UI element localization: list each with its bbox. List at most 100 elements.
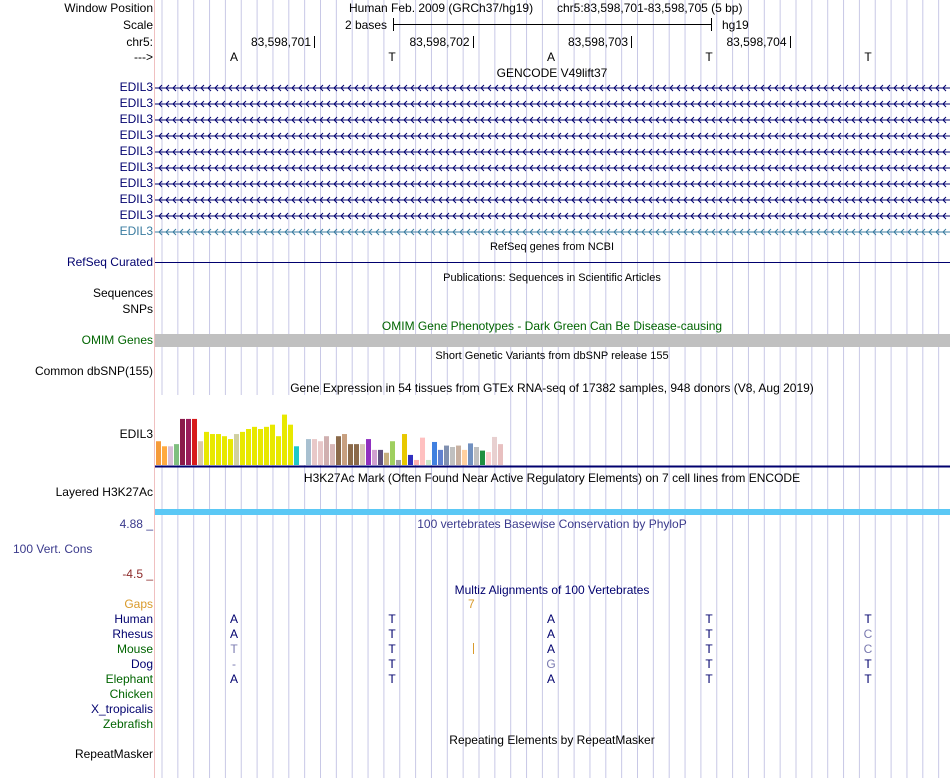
strand-arrows: [158, 164, 947, 172]
gene-track-edil3: [155, 180, 950, 188]
coordinate-tick: [631, 36, 632, 48]
coordinate-tick: [314, 36, 315, 48]
label-layered-h3k27ac[interactable]: Layered H3K27Ac: [55, 485, 153, 499]
species-label-human[interactable]: Human: [114, 612, 153, 626]
gtex-tissue-bar: [282, 414, 287, 465]
label-omim-genes[interactable]: OMIM Genes: [81, 333, 153, 347]
gtex-tissue-bar: [342, 434, 347, 465]
label-window-position: Window Position: [64, 1, 153, 15]
species-label-elephant[interactable]: Elephant: [105, 672, 153, 686]
gtex-tissue-bar: [384, 452, 389, 465]
gtex-tissue-bar: [156, 441, 161, 465]
gene-label-edil3[interactable]: EDIL3: [119, 224, 153, 238]
gtex-tissue-bar: [294, 446, 299, 465]
assembly-title: Human Feb. 2009 (GRCh37/hg19): [349, 1, 534, 15]
gtex-tissue-bar: [276, 436, 281, 465]
gene-track-edil3: [155, 228, 950, 236]
label-strand: --->: [134, 50, 153, 64]
gtex-tissue-bar: [444, 445, 449, 465]
aligned-base: T: [388, 642, 396, 656]
gtex-tissue-bar: [240, 431, 245, 465]
aligned-base: T: [705, 672, 713, 686]
track-title-multiz: Multiz Alignments of 100 Vertebrates: [454, 583, 650, 597]
label-refseq-curated[interactable]: RefSeq Curated: [66, 255, 153, 269]
species-label-mouse[interactable]: Mouse: [116, 642, 153, 656]
strand-arrows: [158, 148, 947, 156]
gtex-tissue-bar: [180, 418, 185, 465]
aligned-base: T: [388, 627, 396, 641]
label-scale: Scale: [122, 18, 153, 32]
aligned-base: T: [388, 657, 396, 671]
reference-base: T: [388, 50, 396, 64]
h3k27ac-signal-bar[interactable]: [155, 509, 950, 515]
gene-track-edil3: [155, 116, 950, 124]
label-common-dbsnp[interactable]: Common dbSNP(155): [34, 364, 153, 378]
gtex-tissue-bar: [252, 426, 257, 465]
gtex-tissue-bar: [414, 459, 419, 465]
gene-label-edil3[interactable]: EDIL3: [119, 112, 153, 126]
gtex-tissue-bar: [360, 444, 365, 465]
gene-label-edil3[interactable]: EDIL3: [119, 96, 153, 110]
strand-arrows: [158, 180, 947, 188]
aligned-base: A: [546, 627, 555, 641]
species-label-rhesus[interactable]: Rhesus: [112, 627, 153, 641]
refseq-gene-line[interactable]: [155, 262, 950, 263]
species-label-dog[interactable]: Dog: [130, 657, 153, 671]
strand-arrows: [158, 116, 947, 124]
gtex-tissue-bar: [336, 436, 341, 465]
gtex-tissue-bar: [210, 434, 215, 465]
gtex-tissue-bar: [474, 447, 479, 465]
coordinate-label: 83,598,701: [250, 35, 311, 49]
coordinate-tick: [789, 36, 791, 48]
label-repeatmasker[interactable]: RepeatMasker: [74, 747, 153, 761]
aligned-base: T: [864, 657, 872, 671]
base-grid-lines: [161, 0, 940, 778]
gtex-tissue-bar: [168, 446, 173, 465]
aligned-base: T: [388, 612, 396, 626]
track-title-refseq: RefSeq genes from NCBI: [489, 241, 615, 253]
gene-label-edil3[interactable]: EDIL3: [119, 160, 153, 174]
label-chr: chr5:: [126, 35, 153, 49]
gene-label-edil3[interactable]: EDIL3: [119, 128, 153, 142]
track-title-repeatmasker: Repeating Elements by RepeatMasker: [449, 733, 655, 747]
label-100-vert-cons[interactable]: 100 Vert. Cons: [13, 542, 93, 556]
gtex-tissue-bar: [258, 429, 263, 465]
gtex-tissue-bar: [396, 459, 401, 465]
gene-label-edil3[interactable]: EDIL3: [119, 176, 153, 190]
gtex-tissue-bar: [234, 434, 239, 465]
label-gaps: Gaps: [124, 597, 153, 611]
gene-label-edil3[interactable]: EDIL3: [119, 192, 153, 206]
scale-bar: [393, 24, 712, 25]
label-gtex-gene[interactable]: EDIL3: [119, 427, 153, 441]
species-label-zebrafish[interactable]: Zebrafish: [102, 717, 153, 731]
coordinate-label: 83,598,702: [409, 35, 470, 49]
aligned-base: T: [864, 672, 872, 686]
left-panel-border: [154, 0, 155, 778]
gene-track-edil3: [155, 148, 950, 156]
gtex-tissue-bar: [468, 443, 473, 465]
label-sequences[interactable]: Sequences: [92, 286, 153, 300]
gtex-tissue-bar: [498, 444, 503, 465]
species-label-chicken[interactable]: Chicken: [109, 687, 153, 701]
gtex-expression-chart[interactable]: [155, 395, 950, 470]
track-title-gencode: GENCODE V49lift37: [496, 66, 608, 80]
label-snps[interactable]: SNPs: [122, 302, 153, 316]
gene-label-edil3[interactable]: EDIL3: [119, 144, 153, 158]
aligned-base: A: [229, 627, 238, 641]
label-phylop-max: 4.88 _: [119, 517, 153, 531]
gtex-tissue-bar: [366, 439, 371, 465]
species-label-x_tropicalis[interactable]: X_tropicalis: [90, 702, 153, 716]
gtex-tissue-bar: [198, 441, 203, 465]
omim-gene-bar[interactable]: [155, 334, 950, 347]
gene-track-edil3: [155, 164, 950, 172]
scale-bar-text: 2 bases: [345, 18, 388, 32]
gtex-tissue-bar: [186, 418, 191, 465]
gene-label-edil3[interactable]: EDIL3: [119, 80, 153, 94]
position-readout: chr5:83,598,701-83,598,705 (5 bp): [557, 1, 743, 15]
gtex-tissue-bar: [330, 444, 335, 465]
gtex-tissue-bar: [426, 459, 431, 465]
gencode-gene-tracks[interactable]: [155, 80, 950, 240]
gtex-tissue-bar: [312, 439, 317, 465]
aligned-base: G: [546, 657, 556, 671]
gene-label-edil3[interactable]: EDIL3: [119, 208, 153, 222]
